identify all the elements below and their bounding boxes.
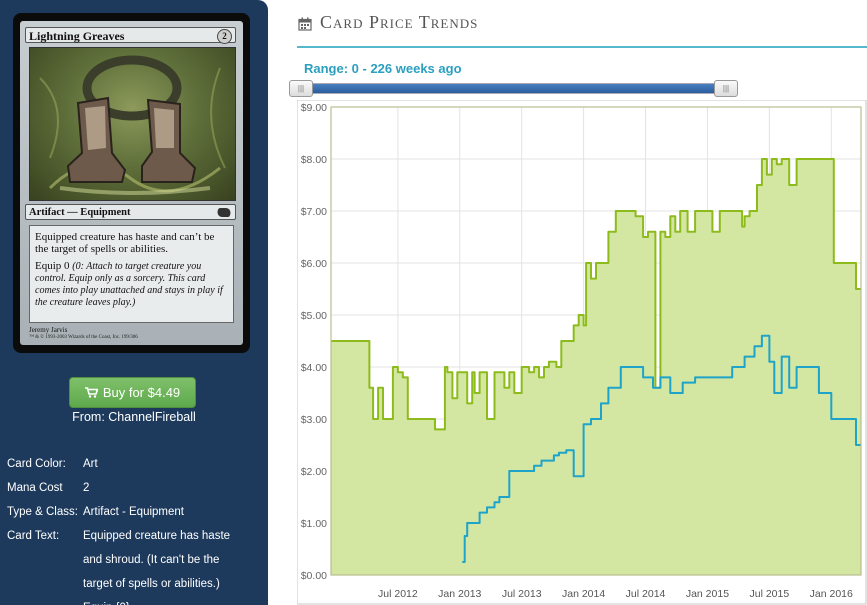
- y-tick-label: $7.00: [301, 206, 327, 218]
- y-tick-label: $9.00: [301, 102, 327, 114]
- range-slider-handle-start[interactable]: |||: [289, 80, 313, 97]
- calendar-icon: [298, 17, 312, 36]
- info-value: Art: [83, 458, 98, 470]
- buy-button-label: Buy for $4.49: [102, 385, 181, 400]
- card-artist: Jeremy Jarvis: [29, 326, 68, 334]
- series-line-green: [331, 158, 861, 431]
- card-equip-reminder: (0: Attach to target creature you contro…: [35, 261, 223, 308]
- x-tick-label: Jan 2013: [438, 588, 481, 600]
- range-slider-selection: [299, 84, 725, 93]
- shopping-cart-icon: [84, 379, 99, 398]
- buy-vendor: From: ChannelFireball: [72, 410, 196, 424]
- info-row-card-text: Card Text: Equipped creature has haste a…: [7, 524, 241, 605]
- x-tick-label: Jul 2015: [750, 588, 790, 600]
- y-tick-label: $3.00: [301, 414, 327, 426]
- card-type-line: Artifact — Equipment: [29, 207, 131, 218]
- chart-series: [331, 158, 861, 575]
- x-tick-label: Jan 2015: [686, 588, 729, 600]
- card-copyright: ™ & © 1993-2003 Wizards of the Coast, In…: [29, 335, 138, 340]
- info-row-color: Card Color: Art: [7, 452, 241, 476]
- x-tick-label: Jan 2016: [810, 588, 853, 600]
- card-type-line-bar: Artifact — Equipment: [25, 204, 236, 220]
- info-value: 2: [83, 482, 90, 494]
- info-value: Equipped creature has haste and shroud. …: [83, 530, 231, 605]
- card-equip-text: Equip 0: [35, 260, 70, 272]
- card-text-box: Equipped creature has haste and can’t be…: [29, 225, 234, 323]
- card-name-bar: Lightning Greaves 2: [25, 27, 236, 44]
- info-key: Type & Class:: [7, 506, 78, 518]
- y-tick-label: $1.00: [301, 518, 327, 530]
- card-artwork: [29, 47, 236, 201]
- y-tick-label: $4.00: [301, 362, 327, 374]
- plot-border: [330, 106, 862, 576]
- price-trend-chart: $0.00 $1.00 $2.00 $3.00 $4.00 $5.00 $6.00 $7.00…: [297, 100, 867, 605]
- info-row-type: Type & Class: Artifact - Equipment: [7, 500, 241, 524]
- y-tick-label: $6.00: [301, 258, 327, 270]
- card-detail-panel: Lightning Greaves 2 Artifact — Equipmen: [0, 0, 268, 605]
- y-tick-label: $8.00: [301, 154, 327, 166]
- greaves-illustration: [39, 55, 226, 195]
- y-tick-label: $0.00: [301, 570, 327, 582]
- page-title: Card Price Trends: [320, 12, 479, 32]
- mana-cost-symbol: 2: [217, 29, 232, 44]
- card-rules-text: Equipped creature has haste and can’t be…: [35, 231, 215, 255]
- info-key: Mana Cost: [7, 482, 63, 494]
- card-image: Lightning Greaves 2 Artifact — Equipmen: [13, 13, 250, 353]
- series-area-fill: [331, 159, 861, 575]
- card-info-table: Card Color: Art Mana Cost 2 Type & Class…: [7, 452, 241, 605]
- info-key: Card Color:: [7, 458, 66, 470]
- buy-button[interactable]: Buy for $4.49: [69, 377, 196, 408]
- info-row-mana-cost: Mana Cost 2: [7, 476, 241, 500]
- card-frame: Lightning Greaves 2 Artifact — Equipmen: [20, 21, 243, 345]
- x-tick-label: Jan 2014: [562, 588, 605, 600]
- range-slider-handle-end[interactable]: |||: [714, 80, 738, 97]
- range-label: Range: 0 - 226 weeks ago: [304, 61, 462, 76]
- price-trends-header: Card Price Trends: [297, 0, 867, 48]
- x-tick-label: Jul 2013: [502, 588, 542, 600]
- y-tick-label: $5.00: [301, 310, 327, 322]
- card-name: Lightning Greaves: [29, 29, 125, 43]
- info-key: Card Text:: [7, 530, 60, 542]
- x-axis: Jul 2012 Jan 2013 Jul 2013 Jan 2014 Jul 2014…: [378, 588, 853, 600]
- y-axis: $0.00 $1.00 $2.00 $3.00 $4.00 $5.00 $6.00 $7.00…: [301, 102, 327, 582]
- series-line-blue: [462, 334, 861, 563]
- x-tick-label: Jul 2014: [626, 588, 666, 600]
- x-tick-label: Jul 2012: [378, 588, 418, 600]
- set-symbol-icon: [215, 208, 233, 217]
- y-tick-label: $2.00: [301, 466, 327, 478]
- info-value: Artifact - Equipment: [83, 506, 184, 518]
